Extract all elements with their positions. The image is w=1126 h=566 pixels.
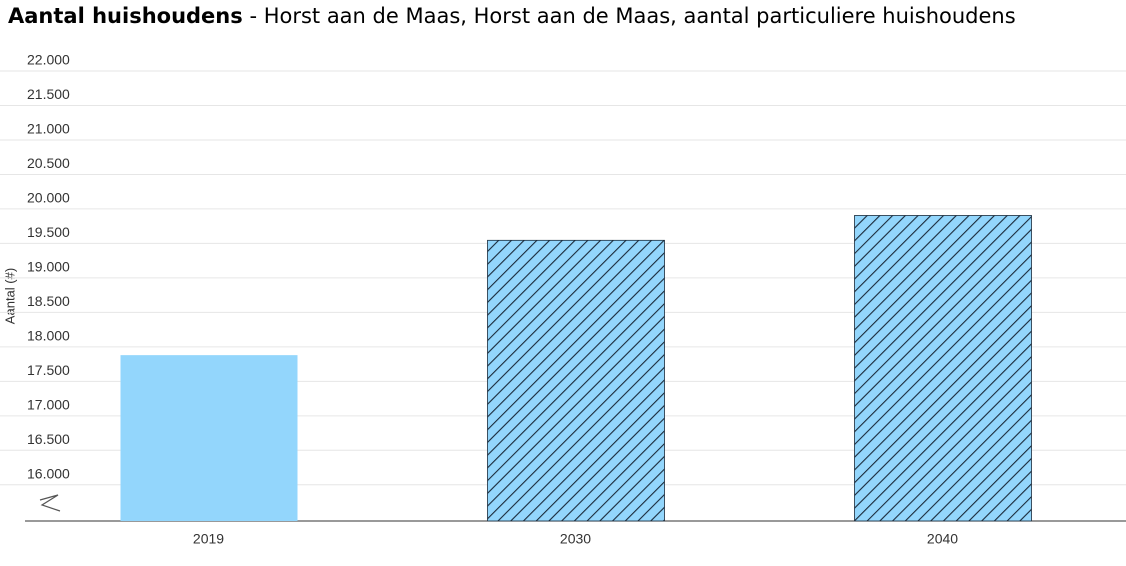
x-tick-label: 2030 — [560, 531, 591, 547]
y-tick-label: 16.500 — [27, 431, 70, 447]
y-tick-label: 20.000 — [27, 190, 70, 206]
y-tick-label: 18.000 — [27, 328, 70, 344]
y-tick-label: 20.500 — [27, 155, 70, 171]
chart-title: Aantal huishoudens — [8, 4, 243, 28]
bar — [854, 215, 1032, 522]
y-tick-label: 18.500 — [27, 293, 70, 309]
y-axis-label: Aantal (#) — [2, 268, 17, 324]
y-tick-label: 19.500 — [27, 224, 70, 240]
axis-break — [39, 494, 61, 512]
x-tick-label: 2040 — [927, 531, 958, 547]
bar — [120, 355, 298, 521]
y-tick-label: 19.000 — [27, 259, 70, 275]
y-tick-label: 22.000 — [27, 52, 70, 68]
y-tick-label: 21.500 — [27, 86, 70, 102]
y-tick-label: 17.500 — [27, 362, 70, 378]
chart-title: Aantal huishoudens - Horst aan de Maas, … — [8, 4, 1016, 28]
y-tick-label: 16.000 — [27, 465, 70, 481]
bar — [487, 239, 665, 522]
y-tick-label: 21.000 — [27, 121, 70, 137]
chart-subtitle: - Horst aan de Maas, Horst aan de Maas, … — [249, 4, 1015, 28]
x-tick-label: 2019 — [193, 531, 224, 547]
y-tick-label: 17.000 — [27, 397, 70, 413]
